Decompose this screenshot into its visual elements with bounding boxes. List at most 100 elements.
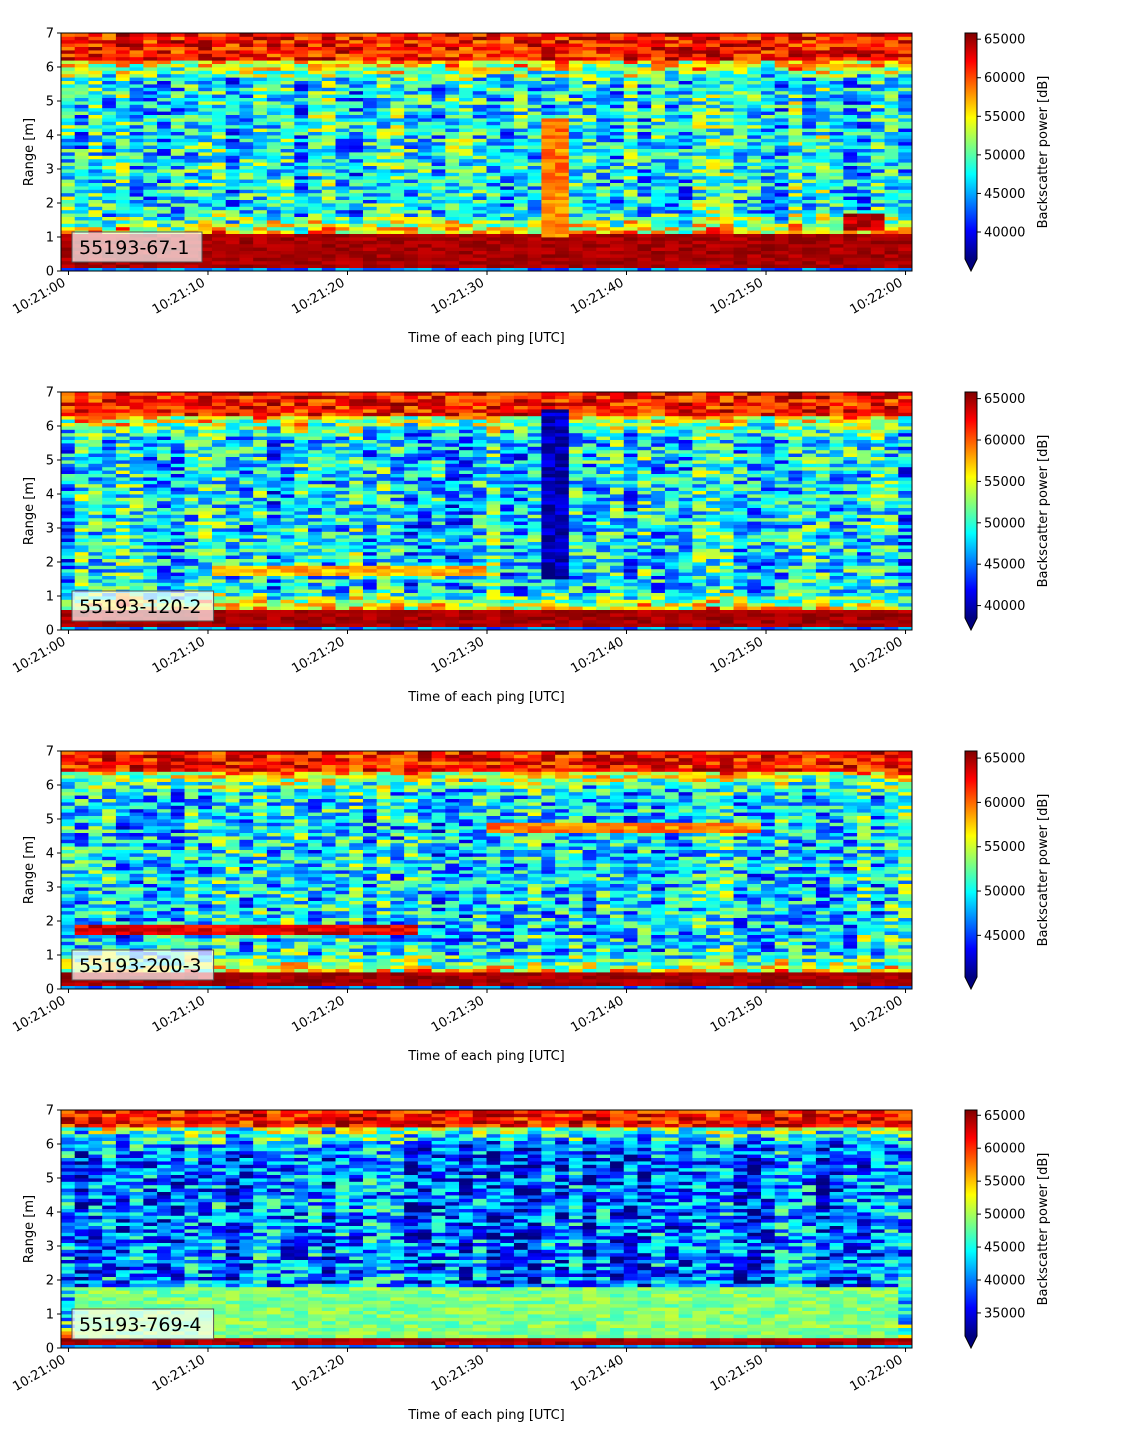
heatmap-cell: [377, 108, 391, 112]
heatmap-cell: [143, 77, 157, 81]
heatmap-cell: [473, 237, 487, 241]
heatmap-cell: [473, 138, 487, 142]
heatmap-cell: [720, 77, 734, 81]
heatmap-cell: [130, 118, 144, 122]
heatmap-cell: [487, 196, 501, 200]
heatmap-cell: [116, 135, 130, 139]
heatmap-cell: [61, 477, 75, 481]
heatmap-cell: [734, 244, 748, 248]
heatmap-cell: [555, 98, 569, 102]
heatmap-cell: [253, 230, 267, 234]
heatmap-cell: [747, 155, 761, 159]
heatmap-cell: [308, 101, 322, 105]
heatmap-cell: [624, 237, 638, 241]
heatmap-cell: [500, 159, 514, 163]
heatmap-cell: [157, 118, 171, 122]
heatmap-cell: [88, 423, 102, 427]
heatmap-cell: [788, 138, 802, 142]
heatmap-cell: [130, 511, 144, 515]
heatmap-cell: [445, 84, 459, 88]
heatmap-cell: [226, 128, 240, 132]
heatmap-cell: [610, 43, 624, 47]
heatmap-cell: [198, 162, 212, 166]
heatmap-cell: [637, 101, 651, 105]
heatmap-cell: [898, 43, 912, 47]
heatmap-cell: [816, 227, 830, 231]
heatmap-cell: [459, 36, 473, 40]
heatmap-cell: [514, 74, 528, 78]
heatmap-cell: [432, 213, 446, 217]
heatmap-cell: [706, 152, 720, 156]
heatmap-cell: [404, 108, 418, 112]
heatmap-cell: [843, 217, 857, 221]
heatmap-cell: [651, 189, 665, 193]
heatmap-cell: [143, 227, 157, 231]
heatmap-cell: [775, 138, 789, 142]
heatmap-cell: [857, 132, 871, 136]
heatmap-cell: [761, 101, 775, 105]
heatmap-cell: [541, 40, 555, 44]
heatmap-cell: [185, 43, 199, 47]
heatmap-cell: [720, 206, 734, 210]
heatmap-cell: [487, 172, 501, 176]
heatmap-cell: [102, 149, 116, 153]
heatmap-cell: [706, 159, 720, 163]
heatmap-cell: [692, 159, 706, 163]
heatmap-cell: [418, 217, 432, 221]
heatmap-cell: [500, 213, 514, 217]
heatmap-cell: [116, 477, 130, 481]
heatmap-cell: [143, 196, 157, 200]
heatmap-cell: [88, 162, 102, 166]
heatmap-cell: [720, 186, 734, 190]
heatmap-cell: [157, 501, 171, 505]
heatmap-cell: [692, 135, 706, 139]
heatmap-cell: [871, 132, 885, 136]
heatmap-cell: [102, 213, 116, 217]
heatmap-cell: [116, 162, 130, 166]
heatmap-cell: [528, 223, 542, 227]
heatmap-cell: [706, 176, 720, 180]
heatmap-cell: [143, 504, 157, 508]
heatmap-cell: [294, 206, 308, 210]
heatmap-cell: [761, 115, 775, 119]
heatmap-cell: [377, 176, 391, 180]
heatmap-cell: [445, 213, 459, 217]
heatmap-cell: [75, 101, 89, 105]
heatmap-cell: [116, 457, 130, 461]
heatmap-cell: [802, 264, 816, 268]
heatmap-cell: [349, 53, 363, 57]
heatmap-cell: [459, 203, 473, 207]
heatmap-cell: [404, 104, 418, 108]
heatmap-cell: [624, 87, 638, 91]
heatmap-cell: [116, 450, 130, 454]
heatmap-cell: [596, 179, 610, 183]
heatmap-cell: [157, 57, 171, 61]
heatmap-cell: [651, 186, 665, 190]
heatmap-cell: [253, 135, 267, 139]
heatmap-cell: [212, 64, 226, 68]
heatmap-cell: [267, 43, 281, 47]
heatmap-cell: [459, 169, 473, 173]
heatmap-cell: [555, 240, 569, 244]
heatmap-cell: [898, 149, 912, 153]
heatmap-cell: [830, 213, 844, 217]
heatmap-cell: [253, 98, 267, 102]
heatmap-cell: [528, 47, 542, 51]
heatmap-cell: [761, 149, 775, 153]
heatmap-cell: [253, 74, 267, 78]
heatmap-cell: [322, 200, 336, 204]
heatmap-cell: [775, 111, 789, 115]
heatmap-cell: [679, 230, 693, 234]
heatmap-cell: [336, 53, 350, 57]
heatmap-cell: [418, 111, 432, 115]
heatmap-cell: [445, 206, 459, 210]
heatmap-cell: [830, 186, 844, 190]
heatmap-cell: [102, 115, 116, 119]
heatmap-cell: [541, 57, 555, 61]
heatmap-cell: [349, 254, 363, 258]
heatmap-cell: [130, 446, 144, 450]
heatmap-cell: [130, 436, 144, 440]
heatmap-cell: [116, 538, 130, 542]
heatmap-cell: [610, 210, 624, 214]
heatmap-cell: [102, 528, 116, 532]
